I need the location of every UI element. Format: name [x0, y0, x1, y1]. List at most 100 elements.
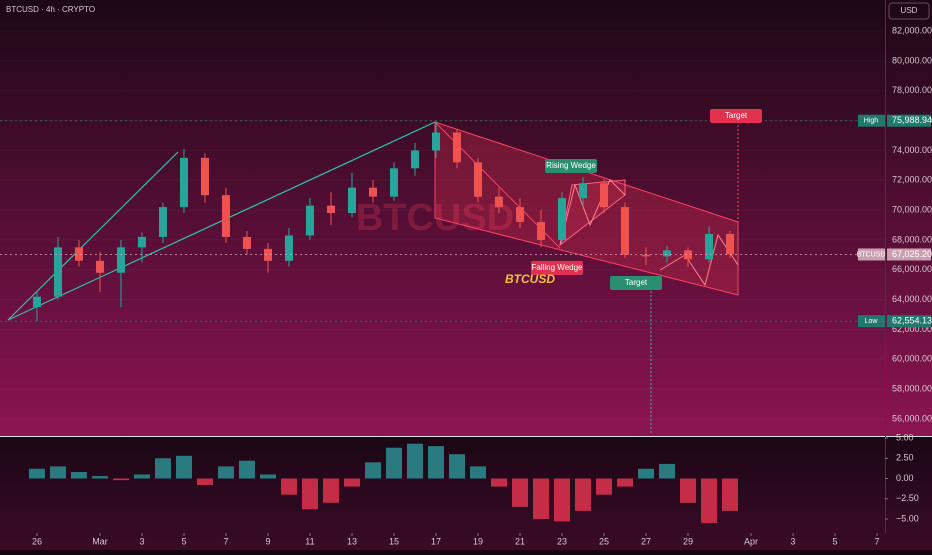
- candle-body: [536, 222, 545, 240]
- histogram-bar: [217, 466, 234, 479]
- histogram-bar: [385, 447, 402, 479]
- candle-body: [347, 187, 356, 214]
- y-tick-label: 60,000.00: [892, 354, 932, 364]
- histogram-bar: [638, 468, 655, 479]
- x-tick-label: 23: [557, 536, 567, 546]
- y-tick-label: 72,000.00: [892, 175, 932, 185]
- wedge-zigzag: [659, 233, 739, 287]
- histogram-bar: [343, 478, 360, 487]
- candle-body: [221, 195, 230, 237]
- annotation: Target: [725, 111, 748, 120]
- candle-body: [684, 250, 693, 260]
- x-tick-label: 11: [305, 536, 314, 546]
- histogram-bar: [301, 478, 318, 510]
- x-tick-label: 15: [389, 536, 399, 546]
- histogram-bar: [469, 466, 486, 479]
- histogram-bar: [617, 478, 634, 487]
- y-tick-label: 68,000.00: [892, 234, 932, 244]
- x-tick-label: 13: [347, 536, 357, 546]
- y-tick-label: 0.00: [896, 473, 914, 483]
- trend-line: [7, 151, 179, 321]
- candle-body: [368, 187, 377, 197]
- histogram-bar: [259, 474, 276, 479]
- histogram-bar: [596, 478, 613, 495]
- candle-body: [326, 205, 335, 214]
- histogram-bar: [490, 478, 507, 487]
- histogram-bar: [322, 478, 339, 503]
- candle-body: [179, 157, 188, 208]
- x-tick-label: 21: [515, 536, 525, 546]
- price-chip: [887, 114, 931, 127]
- price-line-value: 62,554.13: [892, 316, 932, 326]
- price-chip: [858, 248, 885, 261]
- y-tick-label: 78,000.00: [892, 85, 932, 95]
- trend-line: [7, 121, 436, 321]
- histogram-bar: [112, 478, 129, 481]
- histogram-bar: [49, 466, 66, 479]
- falling-wedge: [434, 121, 739, 296]
- unit-label: USD: [901, 6, 918, 15]
- candle-body: [557, 198, 566, 240]
- candle-body: [242, 236, 251, 249]
- annotation-box: [610, 276, 662, 290]
- histogram-bar: [238, 460, 255, 479]
- histogram-bar: [680, 478, 697, 503]
- price-chip: [887, 315, 931, 328]
- histogram-bar: [701, 478, 718, 524]
- histogram-bar: [133, 474, 150, 479]
- drawings: [7, 121, 739, 433]
- annotation-box: [710, 109, 762, 123]
- candle-body: [600, 183, 609, 208]
- candle-body: [726, 233, 735, 255]
- histogram-bar: [364, 462, 381, 479]
- annotation-box: [545, 159, 597, 173]
- wedge-zigzag: [559, 179, 626, 246]
- histogram-bar: [154, 458, 171, 479]
- annotation-box: [531, 261, 583, 275]
- x-tick-label: 9: [265, 536, 270, 546]
- rising-wedge: [559, 179, 626, 247]
- x-tick-label: 17: [431, 536, 441, 546]
- histogram-bar: [406, 443, 423, 479]
- histogram-bar: [175, 455, 192, 479]
- y-tick-label: 56,000.00: [892, 413, 932, 423]
- price-chip: [858, 114, 885, 127]
- candle-body: [431, 132, 440, 151]
- price-line-name: Low: [865, 318, 879, 325]
- x-tick-label: 25: [599, 536, 609, 546]
- candle-body: [116, 247, 125, 273]
- x-tick-label: 26: [32, 536, 42, 546]
- histogram-bar: [196, 478, 213, 485]
- candle-body: [53, 247, 62, 297]
- histogram-bar: [280, 478, 297, 495]
- y-tick-label: 2.50: [896, 453, 914, 463]
- price-line-value: 67,025.20: [892, 249, 932, 259]
- price-pane: [0, 0, 932, 436]
- candle-body: [263, 248, 272, 261]
- y-tick-label: −2.50: [896, 493, 919, 503]
- histogram-bar: [532, 478, 549, 519]
- candle-body: [663, 250, 672, 257]
- histogram-bar: [448, 454, 465, 479]
- candle-body: [32, 296, 41, 308]
- x-tick-label: 19: [473, 536, 483, 546]
- y-tick-label: 70,000.00: [892, 204, 932, 214]
- y-tick-label: 74,000.00: [892, 145, 932, 155]
- price-chip: [887, 248, 931, 261]
- annotation: BTCUSD: [505, 272, 555, 286]
- candle-body: [410, 150, 419, 169]
- x-tick-label: 27: [641, 536, 651, 546]
- unit-box: [888, 2, 930, 20]
- histogram-bar: [427, 446, 444, 479]
- histogram-bar: [28, 468, 45, 479]
- candle-body: [621, 207, 630, 255]
- x-tick-label: 7: [223, 536, 228, 546]
- x-tick-label: 5: [181, 536, 186, 546]
- candle-body: [642, 254, 651, 257]
- candle-body: [95, 260, 104, 273]
- annotation: Falling Wedge: [532, 263, 584, 272]
- histogram-bar: [511, 478, 528, 507]
- x-tick-label: 7: [875, 536, 880, 546]
- y-tick-label: 58,000.00: [892, 384, 932, 394]
